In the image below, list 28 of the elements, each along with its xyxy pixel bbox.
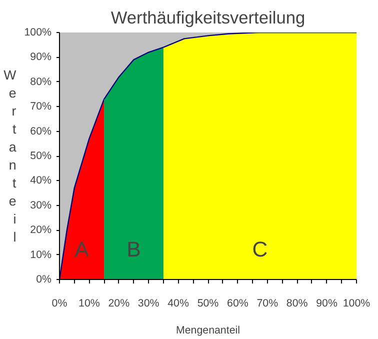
x-axis-title: Mengenanteil: [176, 324, 240, 336]
x-tick-label: 70%: [256, 298, 279, 310]
annotation: C: [252, 238, 268, 262]
annotation: A: [74, 238, 90, 262]
y-tick-label: 100%: [24, 26, 52, 38]
x-tick-label: 80%: [286, 298, 308, 310]
y-tick-label: 60%: [30, 125, 52, 138]
x-tick-label: 0%: [52, 298, 68, 310]
y-tick-label: 0%: [36, 274, 52, 286]
x-tick-label: 20%: [108, 298, 130, 310]
y-tick-label: 80%: [30, 76, 52, 88]
text: Wertanteil: [4, 68, 16, 244]
x-tick-label: 100%: [342, 298, 371, 310]
y-tick-label: 90%: [30, 51, 52, 64]
y-tick-label: 70%: [30, 100, 52, 113]
x-tick-label: 90%: [316, 298, 338, 310]
chart-title: Werthäufigkeitsverteilung: [110, 8, 306, 28]
x-tick-label: 30%: [138, 298, 160, 310]
x-tick-label: 10%: [78, 298, 100, 310]
x-tick-label: 50%: [197, 298, 220, 310]
y-tick-label: 50%: [30, 150, 52, 162]
annotation: B: [126, 238, 141, 262]
y-tick-label: 30%: [30, 199, 52, 212]
y-tick-label: 10%: [30, 248, 52, 261]
y-tick-label: 20%: [30, 224, 52, 236]
y-tick-label: 40%: [30, 174, 52, 187]
x-tick-label: 60%: [227, 298, 249, 310]
x-tick-label: 40%: [168, 298, 190, 310]
